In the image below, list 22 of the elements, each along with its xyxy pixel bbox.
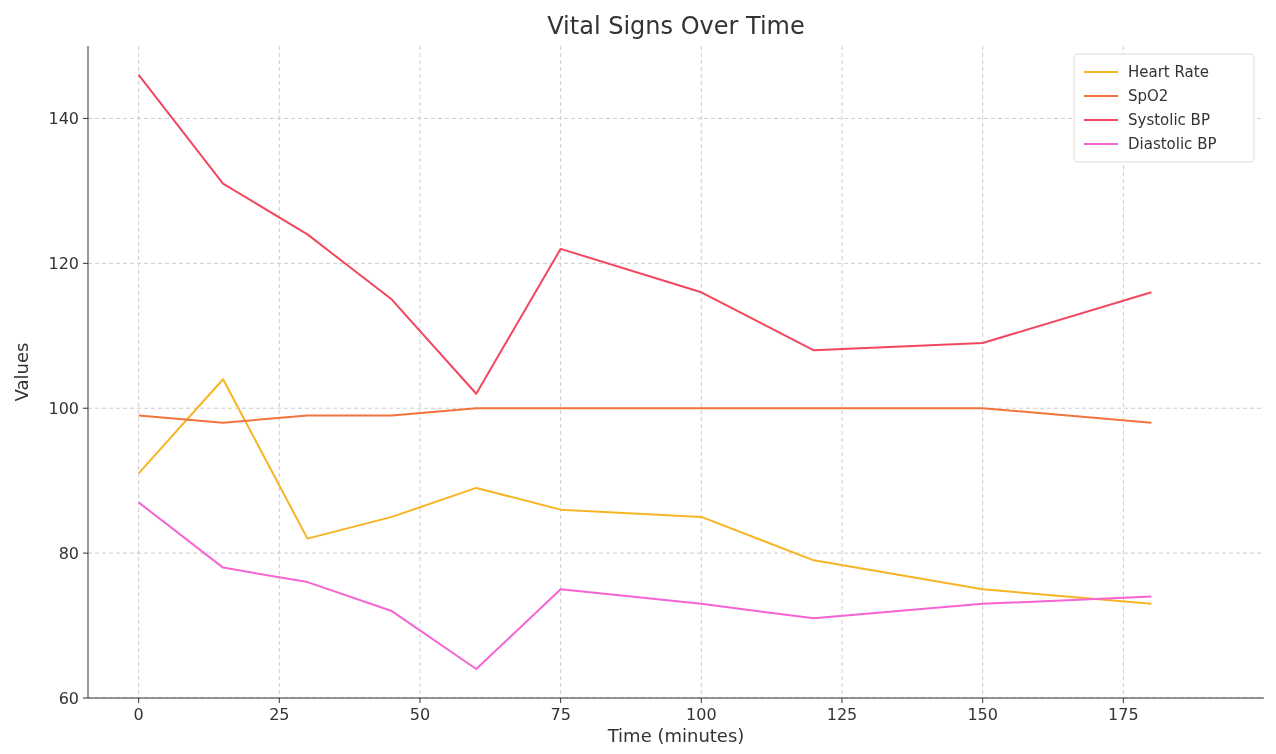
y-axis-title: Values: [11, 342, 32, 402]
x-tick-label: 75: [550, 705, 571, 724]
legend-label: Diastolic BP: [1128, 135, 1217, 153]
line-series: [137, 501, 1153, 671]
legend-label: Heart Rate: [1128, 63, 1209, 81]
y-tick-label: 100: [48, 399, 79, 419]
x-tick-label: 25: [269, 705, 290, 724]
x-axis-title: Time (minutes): [606, 725, 745, 746]
y-tick-label: 120: [48, 254, 79, 274]
legend-label: Systolic BP: [1128, 111, 1210, 129]
chart-title: Vital Signs Over Time: [547, 12, 805, 40]
y-tick-label: 60: [58, 689, 79, 708]
y-tick-label: 80: [58, 544, 79, 564]
line-series: [137, 378, 1153, 605]
y-tick-label: 140: [48, 109, 79, 129]
legend-label: SpO2: [1128, 87, 1169, 105]
x-tick-label: 100: [686, 705, 717, 724]
x-tick-label: 125: [826, 705, 858, 724]
x-tick-label: 0: [133, 705, 144, 724]
x-tick-label: 175: [1108, 705, 1139, 724]
x-tick-label: 150: [967, 705, 998, 724]
x-tick-label: 50: [409, 705, 431, 724]
